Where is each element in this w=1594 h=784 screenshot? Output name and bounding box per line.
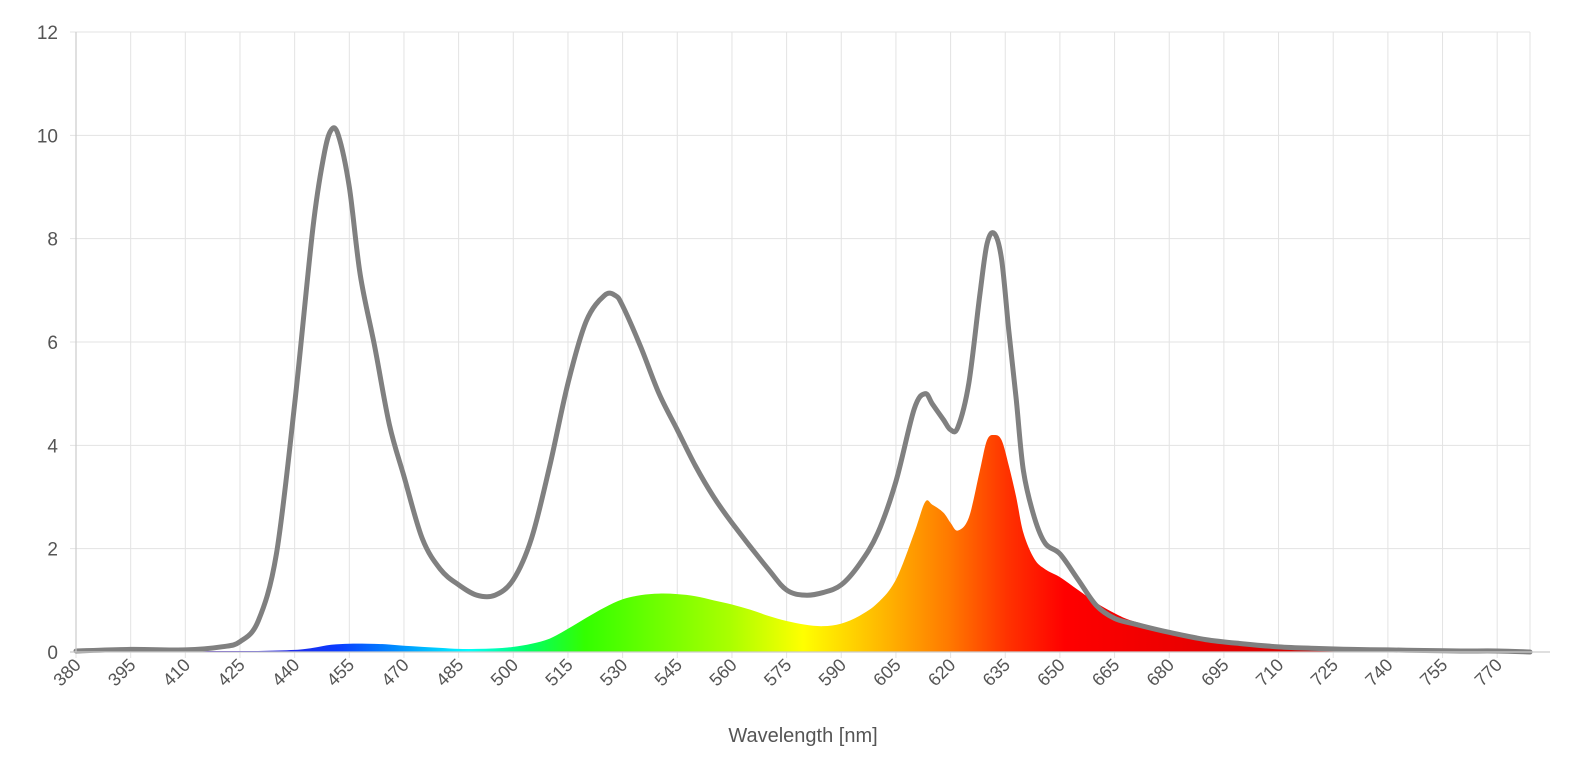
- y-tick-label: 4: [47, 436, 58, 457]
- x-tick-label: 665: [1088, 655, 1123, 690]
- x-tick-label: 395: [104, 655, 139, 690]
- x-tick-labels: 380 395 410 425 440 455 470 485 500 515 530 545 560 5…: [49, 655, 1506, 690]
- x-tick-label: 440: [268, 655, 303, 690]
- x-tick-label: 455: [323, 655, 358, 690]
- x-tick-label: 755: [1416, 655, 1451, 690]
- x-tick-label: 740: [1361, 655, 1396, 690]
- x-tick-label: 680: [1143, 655, 1178, 690]
- y-tick-labels: 0 2 4 6 8 10 12: [37, 23, 59, 664]
- x-tick-label: 530: [596, 655, 631, 690]
- x-tick-label: 590: [815, 655, 850, 690]
- x-tick-label: 425: [213, 655, 248, 690]
- x-tick-label: 470: [377, 655, 412, 690]
- y-tick-label: 0: [47, 643, 58, 664]
- x-tick-label: 605: [869, 655, 904, 690]
- x-tick-label: 515: [541, 655, 576, 690]
- y-tick-label: 10: [37, 126, 58, 147]
- x-tick-label: 485: [432, 655, 467, 690]
- x-tick-label: 710: [1252, 655, 1287, 690]
- total-spectrum-line: [73, 125, 1533, 655]
- x-tick-label: 725: [1307, 655, 1342, 690]
- y-gridlines: [70, 31, 1530, 653]
- x-tick-label: 650: [1033, 655, 1068, 690]
- plot-marks: [73, 125, 1533, 655]
- y-tick-label: 12: [37, 23, 58, 44]
- axes: [70, 32, 1550, 653]
- x-tick-label: 575: [760, 655, 795, 690]
- x-tick-label: 560: [705, 655, 740, 690]
- y-tick-label: 2: [47, 540, 58, 561]
- x-tick-label: 410: [159, 655, 194, 690]
- y-tick-label: 6: [47, 333, 58, 354]
- x-tick-label: 695: [1197, 655, 1232, 690]
- x-tick-label: 635: [979, 655, 1014, 690]
- x-gridlines: [75, 32, 1531, 658]
- x-tick-label: 770: [1471, 655, 1506, 690]
- x-axis-title: Wavelength [nm]: [728, 725, 877, 747]
- x-tick-label: 500: [487, 655, 522, 690]
- y-tick-label: 8: [47, 230, 58, 251]
- x-tick-label: 620: [924, 655, 959, 690]
- spectrum-area: [76, 434, 1530, 652]
- x-tick-label: 545: [651, 655, 686, 690]
